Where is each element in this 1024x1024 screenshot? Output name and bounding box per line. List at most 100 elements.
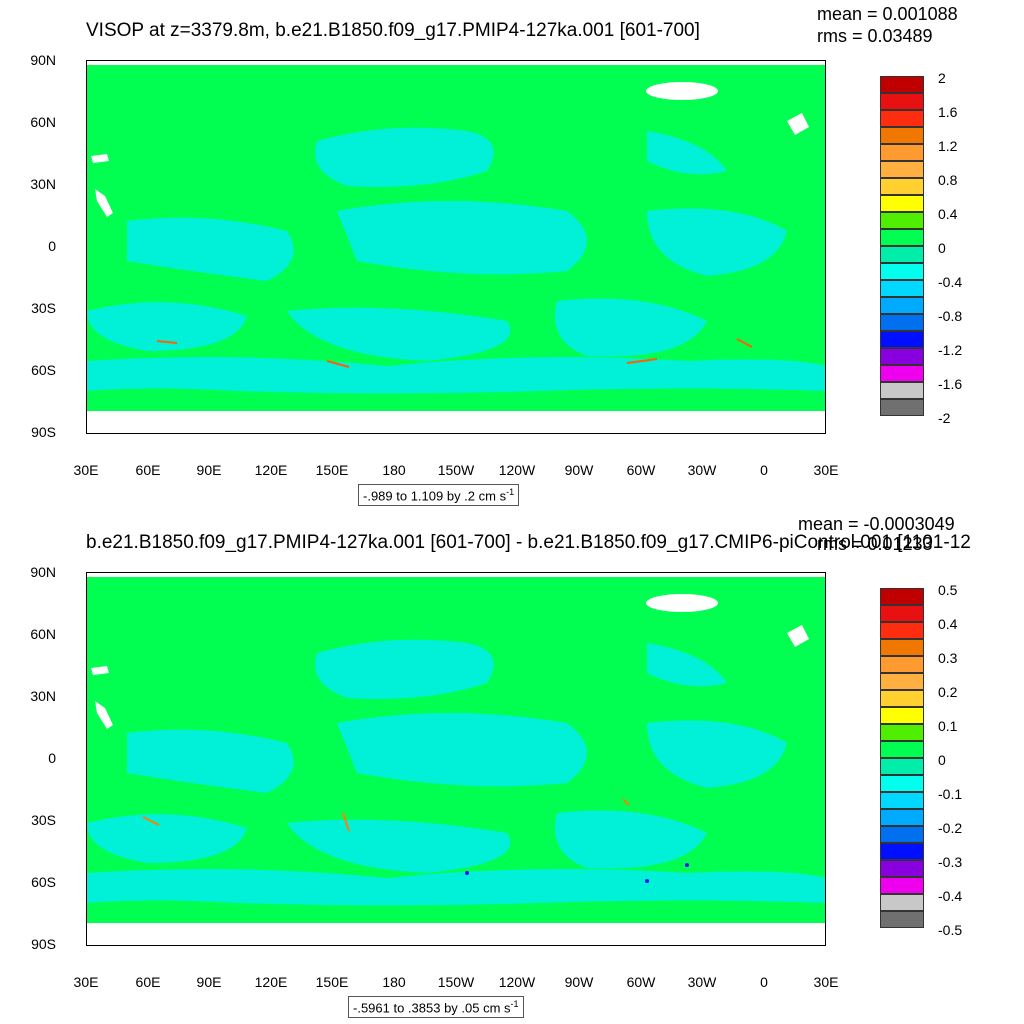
colorbar-swatch xyxy=(880,161,924,178)
lon-label: 180 xyxy=(382,974,406,990)
lon-label: 90W xyxy=(564,974,594,990)
lon-label: 120E xyxy=(254,974,288,990)
lon-label: 60E xyxy=(135,974,161,990)
lon-label: 30W xyxy=(687,462,717,478)
colorbar-label: -0.4 xyxy=(938,274,963,290)
colorbar-swatch xyxy=(880,195,924,212)
lat-label: 30S xyxy=(31,300,56,316)
lon-label: 30E xyxy=(813,462,839,478)
lat-label: 60S xyxy=(31,362,56,378)
mean-stat: mean = 0.001088 xyxy=(817,4,958,24)
mean-stat: mean = -0.0003049 xyxy=(798,514,955,534)
lat-label: 30N xyxy=(30,176,56,192)
lat-label: 90S xyxy=(31,424,56,440)
colorbar-swatch xyxy=(880,263,924,280)
lon-label: 90E xyxy=(196,462,222,478)
lat-label: 60N xyxy=(30,114,56,130)
colorbar-swatch xyxy=(880,178,924,195)
colorbar-swatch xyxy=(880,331,924,348)
colorbar-swatch xyxy=(880,809,924,826)
colorbar-swatch xyxy=(880,622,924,639)
colorbar-label: 0.1 xyxy=(938,718,958,734)
lon-label: 120W xyxy=(498,462,536,478)
colorbar-swatch xyxy=(880,144,924,161)
lon-label: 60W xyxy=(626,974,656,990)
map-plot xyxy=(86,60,826,434)
lon-label: 150E xyxy=(315,974,349,990)
colorbar-swatch xyxy=(880,76,924,93)
colorbar-swatch xyxy=(880,911,924,928)
contour-range-label: -.5961 to .3853 by .05 cm s-1 xyxy=(348,996,524,1019)
colorbar-swatch xyxy=(880,93,924,110)
lon-label: 30E xyxy=(813,974,839,990)
colorbar-swatch xyxy=(880,860,924,877)
lat-label: 30S xyxy=(31,812,56,828)
colorbar-label: 0.5 xyxy=(938,582,958,598)
colorbar-swatch xyxy=(880,826,924,843)
rms-stat: rms = 0.03489 xyxy=(817,26,933,46)
colorbar-swatch xyxy=(880,707,924,724)
colorbar-swatch xyxy=(880,127,924,144)
colorbar-swatch xyxy=(880,246,924,263)
colorbar xyxy=(880,588,924,928)
colorbar-label: 0.4 xyxy=(938,206,958,222)
colorbar-swatch xyxy=(880,758,924,775)
lat-label: 30N xyxy=(30,688,56,704)
colorbar-swatch xyxy=(880,673,924,690)
colorbar-swatch xyxy=(880,348,924,365)
lat-label: 0 xyxy=(48,750,56,766)
colorbar-swatch xyxy=(880,212,924,229)
lon-label: 90E xyxy=(196,974,222,990)
plot-title: b.e21.B1850.f09_g17.PMIP4-127ka.001 [601… xyxy=(86,532,971,553)
colorbar-label: 1.2 xyxy=(938,138,958,154)
colorbar-label: 0 xyxy=(938,240,946,256)
lon-label: 0 xyxy=(760,462,768,478)
field-map xyxy=(87,61,825,433)
lon-label: 120W xyxy=(498,974,536,990)
lat-label: 60S xyxy=(31,874,56,890)
colorbar-label: -1.6 xyxy=(938,376,963,392)
colorbar-swatch xyxy=(880,792,924,809)
lat-label: 90S xyxy=(31,936,56,952)
lon-label: 30E xyxy=(73,462,99,478)
lat-label: 0 xyxy=(48,238,56,254)
lon-label: 30E xyxy=(73,974,99,990)
colorbar xyxy=(880,76,924,416)
colorbar-label: -1.2 xyxy=(938,342,963,358)
map-plot xyxy=(86,572,826,946)
colorbar-swatch xyxy=(880,656,924,673)
plot-title: VISOP at z=3379.8m, b.e21.B1850.f09_g17.… xyxy=(86,20,700,41)
lat-label: 90N xyxy=(30,52,56,68)
colorbar-swatch xyxy=(880,314,924,331)
lon-label: 150W xyxy=(437,462,475,478)
lon-label: 150E xyxy=(315,462,349,478)
colorbar-swatch xyxy=(880,877,924,894)
lat-label: 90N xyxy=(30,564,56,580)
colorbar-label: 1.6 xyxy=(938,104,958,120)
colorbar-swatch xyxy=(880,280,924,297)
colorbar-swatch xyxy=(880,639,924,656)
colorbar-swatch xyxy=(880,690,924,707)
colorbar-swatch xyxy=(880,399,924,416)
colorbar-swatch xyxy=(880,110,924,127)
colorbar-label: 0 xyxy=(938,752,946,768)
lon-label: 30W xyxy=(687,974,717,990)
colorbar-label: -0.1 xyxy=(938,786,963,802)
colorbar-swatch xyxy=(880,843,924,860)
colorbar-swatch xyxy=(880,588,924,605)
colorbar-label: 0.3 xyxy=(938,650,958,666)
lon-label: 180 xyxy=(382,462,406,478)
colorbar-swatch xyxy=(880,894,924,911)
colorbar-label: -0.4 xyxy=(938,888,963,904)
colorbar-swatch xyxy=(880,741,924,758)
colorbar-label: 0.2 xyxy=(938,684,958,700)
colorbar-label: 0.8 xyxy=(938,172,958,188)
colorbar-swatch xyxy=(880,382,924,399)
lon-label: 150W xyxy=(437,974,475,990)
colorbar-label: 0.4 xyxy=(938,616,958,632)
lon-label: 0 xyxy=(760,974,768,990)
field-map xyxy=(87,573,825,945)
colorbar-label: -2 xyxy=(938,410,951,426)
lat-label: 60N xyxy=(30,626,56,642)
panel-top: VISOP at z=3379.8m, b.e21.B1850.f09_g17.… xyxy=(30,4,963,507)
